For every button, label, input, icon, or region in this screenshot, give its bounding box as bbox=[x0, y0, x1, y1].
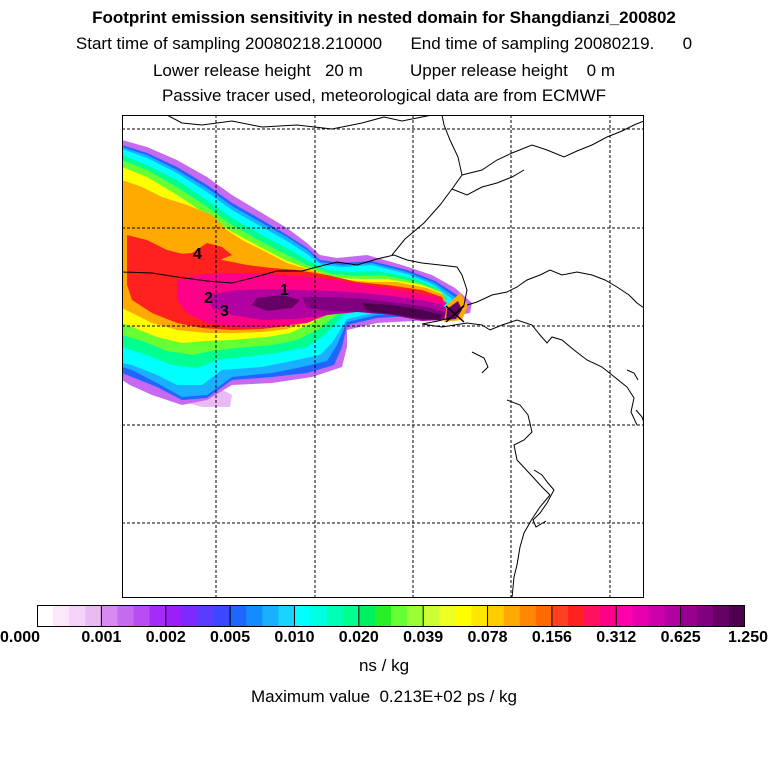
colorbar-tick-label: 0.312 bbox=[596, 629, 637, 646]
colorbar-tick-label: 0.020 bbox=[338, 629, 379, 646]
units-label: ns / kg bbox=[358, 656, 410, 675]
coastline bbox=[122, 115, 644, 598]
colorbar-tick-label: 1.250 bbox=[727, 629, 768, 646]
release-height-line: Lower release height 20 m Upper release … bbox=[152, 61, 616, 80]
colorbar-segment bbox=[407, 605, 424, 627]
colorbar-tick-labels: 0.000 0.001 0.002 0.005 0.010 0.020 0.039 0.078… bbox=[0, 629, 768, 651]
tracer-info-line: Passive tracer used, meteorological data… bbox=[161, 86, 607, 105]
colorbar-segment bbox=[551, 605, 569, 627]
colorbar-segment bbox=[53, 605, 70, 627]
map-label-1: 1 bbox=[280, 282, 289, 299]
colorbar-segment bbox=[455, 605, 472, 627]
colorbar bbox=[36, 605, 746, 627]
colorbar-segment bbox=[391, 605, 408, 627]
map-label-3: 3 bbox=[220, 303, 229, 320]
colorbar-segment bbox=[664, 605, 682, 627]
colorbar-segment bbox=[197, 605, 215, 627]
colorbar-segment bbox=[632, 605, 649, 627]
colorbar-segment bbox=[616, 605, 633, 627]
colorbar-tick-label: 0.625 bbox=[660, 629, 701, 646]
colorbar-segment bbox=[326, 605, 344, 627]
colorbar-tick-label: 0.001 bbox=[81, 629, 122, 646]
colorbar-segment bbox=[69, 605, 86, 627]
colorbar-segment bbox=[519, 605, 537, 627]
receptor-x-marker bbox=[445, 305, 465, 323]
colorbar-tick-label: 0.010 bbox=[274, 629, 315, 646]
colorbar-segment bbox=[230, 605, 247, 627]
max-value-label: Maximum value 0.213E+02 ps / kg bbox=[251, 687, 517, 706]
colorbar-segment bbox=[37, 605, 54, 627]
colorbar-segment bbox=[568, 605, 585, 627]
colorbar-segment bbox=[728, 605, 746, 627]
colorbar-segment bbox=[278, 605, 295, 627]
colorbar-segment bbox=[246, 605, 263, 627]
colorbar-tick-label: 0.000 bbox=[0, 629, 41, 646]
colorbar-tick-label: 0.039 bbox=[403, 629, 444, 646]
colorbar-segment bbox=[85, 605, 102, 627]
colorbar-segment bbox=[358, 605, 376, 627]
colorbar-segment bbox=[535, 605, 553, 627]
colorbar-tick-label: 0.002 bbox=[145, 629, 186, 646]
colorbar-tick-label: 0.156 bbox=[531, 629, 572, 646]
colorbar-frame bbox=[37, 605, 745, 627]
colorbar-segment bbox=[181, 605, 199, 627]
footprint-plume bbox=[122, 140, 472, 407]
colorbar-segment bbox=[262, 605, 279, 627]
sampling-time-line: Start time of sampling 20080218.210000 E… bbox=[75, 34, 693, 53]
colorbar-segment bbox=[648, 605, 666, 627]
plot-title: Footprint emission sensitivity in nested… bbox=[92, 8, 676, 27]
colorbar-segment bbox=[584, 605, 601, 627]
colorbar-segment bbox=[101, 605, 118, 627]
colorbar-segment bbox=[342, 605, 360, 627]
colorbar-segment bbox=[117, 605, 135, 627]
colorbar-segment bbox=[487, 605, 505, 627]
map-label-4: 4 bbox=[193, 246, 202, 263]
colorbar-segment bbox=[149, 605, 167, 627]
colorbar-segment bbox=[503, 605, 521, 627]
colorbar-segment bbox=[294, 605, 312, 627]
graticule bbox=[122, 115, 644, 598]
colorbar-segment bbox=[712, 605, 730, 627]
colorbar-segment bbox=[165, 605, 183, 627]
colorbar-segment bbox=[471, 605, 489, 627]
colorbar-segment bbox=[133, 605, 151, 627]
colorbar-segment bbox=[439, 605, 456, 627]
colorbar-tick-label: 0.005 bbox=[210, 629, 251, 646]
colorbar-segment bbox=[423, 605, 440, 627]
colorbar-segment bbox=[680, 605, 698, 627]
colorbar-segment bbox=[310, 605, 328, 627]
colorbar-tick-label: 0.078 bbox=[467, 629, 508, 646]
colorbar-segment bbox=[214, 605, 231, 627]
colorbar-segment bbox=[600, 605, 617, 627]
footprint-map: 1 2 3 4 bbox=[122, 115, 644, 598]
colorbar-segment bbox=[374, 605, 392, 627]
colorbar-segment bbox=[696, 605, 714, 627]
map-label-2: 2 bbox=[204, 290, 213, 307]
